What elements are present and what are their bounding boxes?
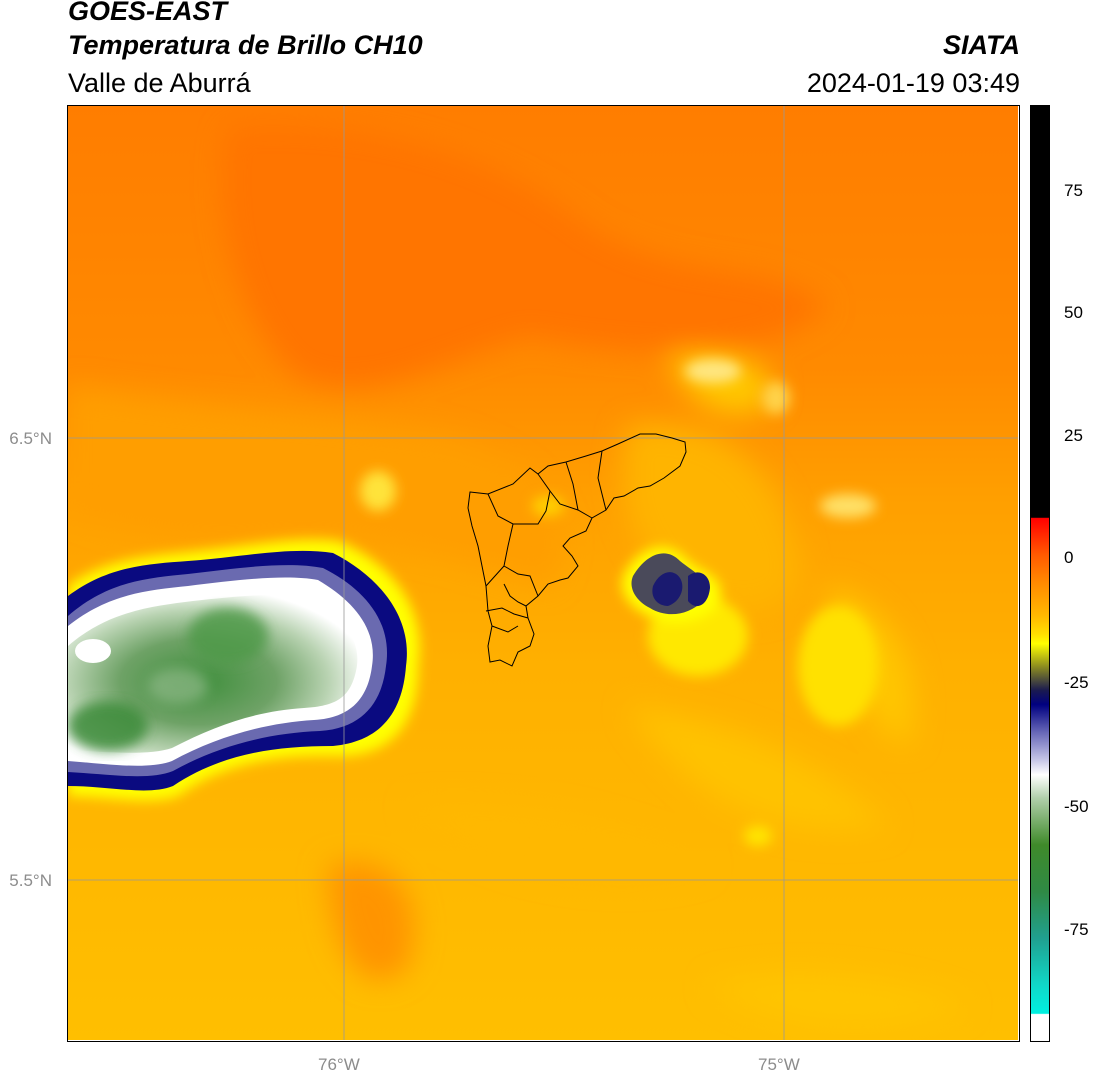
boundary-envigado (503, 583, 527, 607)
valle-aburra-boundaries (467, 433, 687, 667)
brightness-temperature-map (68, 106, 1018, 1040)
colorbar-tick-label: -25 (1064, 673, 1089, 692)
convective-cloud-east (621, 546, 721, 623)
boundary-girardota-west (565, 461, 579, 511)
boundary-girardota-east (597, 450, 607, 511)
boundary-itagui (503, 565, 539, 597)
lon-tick-label: 76°W (318, 1055, 360, 1074)
lat-tick-label: 6.5°N (9, 429, 52, 448)
product-title: Temperatura de Brillo CH10 (68, 30, 423, 60)
temperature-patches (68, 124, 968, 1027)
colorbar-tick-label: -50 (1064, 797, 1089, 816)
region-subtitle: Valle de Aburrá (68, 68, 251, 98)
colorbar-tick-label: -75 (1064, 920, 1089, 939)
lon-tick-label: 75°W (758, 1055, 800, 1074)
gridlines (68, 106, 1018, 1040)
lat-tick-label: 5.5°N (9, 871, 52, 890)
colorbar-tick-label: 0 (1064, 548, 1074, 567)
colorbar-tick-label: 25 (1064, 426, 1083, 445)
boundary-caldas (491, 625, 519, 633)
boundary-sabaneta (485, 607, 529, 619)
timestamp-label: 2024-01-19 03:49 (806, 68, 1020, 98)
satellite-title: GOES-EAST (68, 0, 228, 26)
organization-label: SIATA (943, 30, 1020, 60)
boundary-medellin-north (485, 523, 514, 587)
colorbar-tick-label: 75 (1064, 181, 1083, 200)
convective-cloud-west (68, 539, 420, 801)
colorbar-tick-label: 50 (1064, 303, 1083, 322)
map-panel[interactable] (67, 105, 1020, 1042)
boundary-copacabana (549, 490, 593, 519)
colorbar (1030, 105, 1050, 1042)
